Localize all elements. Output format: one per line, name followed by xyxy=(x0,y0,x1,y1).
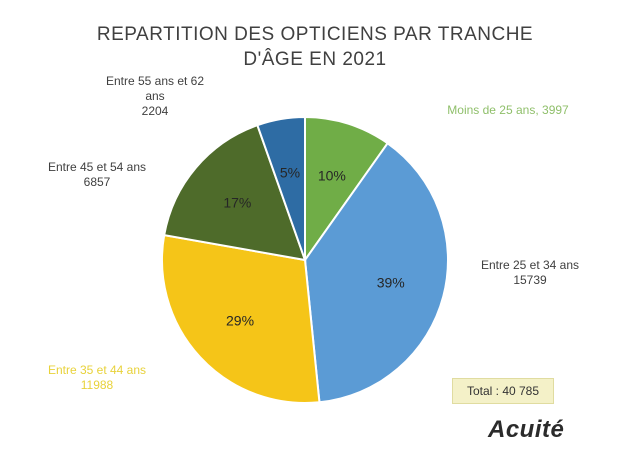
label-45-54-value: 6857 xyxy=(83,175,111,189)
pie-percent-label-3: 17% xyxy=(223,195,251,211)
label-55-62-name: Entre 55 ans et 62 ans xyxy=(105,74,205,103)
label-25-34: Entre 25 et 34 ans 15739 xyxy=(455,258,605,288)
label-35-44-name: Entre 35 et 44 ans xyxy=(47,363,147,377)
label-25-34-name: Entre 25 et 34 ans xyxy=(480,258,580,272)
label-35-44-value: 11988 xyxy=(80,378,114,392)
pie-percent-label-2: 29% xyxy=(226,312,254,328)
chart-title: REPARTITION DES OPTICIENS PAR TRANCHE D'… xyxy=(0,22,630,72)
pie-slice-1 xyxy=(303,141,449,404)
pie-percent-label-1: 39% xyxy=(377,275,405,291)
chart-title-line-2: D'ÂGE EN 2021 xyxy=(243,49,387,70)
label-45-54-name: Entre 45 et 54 ans xyxy=(47,160,147,174)
label-45-54: Entre 45 et 54 ans 6857 xyxy=(22,160,172,190)
pie-slice-3 xyxy=(163,123,307,262)
pie-percent-label-0: 10% xyxy=(318,168,346,184)
label-moins-25-name: Moins de 25 ans xyxy=(447,103,536,117)
label-moins-25-value: 3997 xyxy=(542,103,569,117)
label-25-34-value: 15739 xyxy=(513,273,547,287)
label-35-44: Entre 35 et 44 ans 11988 xyxy=(22,363,172,393)
brand-logo: Acuité xyxy=(488,416,565,443)
label-55-62: Entre 55 ans et 62 ans 2204 xyxy=(95,74,215,119)
pie-percent-label-4: 5% xyxy=(280,165,300,181)
pie-slice-2 xyxy=(161,233,321,404)
pie-slice-0 xyxy=(304,115,389,264)
total-box: Total : 40 785 xyxy=(452,378,554,404)
pie-slice-4 xyxy=(256,115,306,261)
chart-title-line-1: REPARTITION DES OPTICIENS PAR TRANCHE xyxy=(96,24,534,45)
label-55-62-value: 2204 xyxy=(141,104,169,118)
label-moins-25: Moins de 25 ans, 3997 xyxy=(447,103,569,117)
